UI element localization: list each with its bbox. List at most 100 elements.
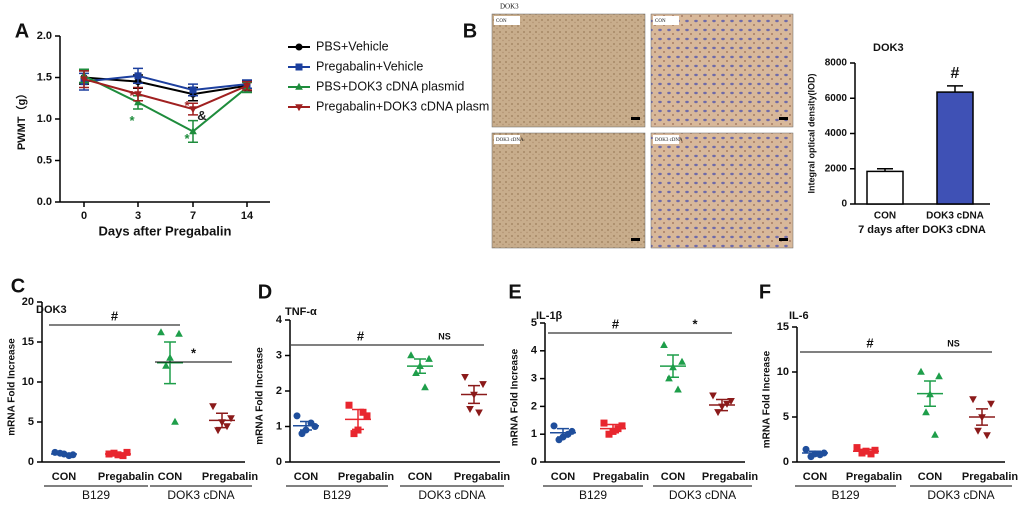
significance-label: # [111, 308, 119, 323]
point [709, 392, 717, 400]
annotation: * [184, 131, 190, 146]
legend-marker [295, 43, 303, 51]
y-tick-label: 10 [22, 376, 34, 388]
panel-label: D [258, 281, 272, 303]
micrograph [491, 13, 646, 128]
error-bar [877, 168, 893, 172]
point [466, 405, 474, 413]
point [727, 398, 735, 406]
panel-label: C [11, 275, 25, 297]
bar [936, 91, 974, 205]
y-tick-label: 3 [276, 349, 282, 361]
point [293, 412, 301, 420]
point [80, 76, 88, 84]
micrograph-label: CON [655, 19, 666, 24]
x-tick-label: CON [803, 471, 828, 483]
x-tick-label: Pregabalin [454, 471, 511, 483]
y-axis-label: mRNA Fold Increase [255, 347, 266, 445]
x-tick-label: 7 [190, 210, 196, 222]
point [871, 446, 879, 454]
point [678, 357, 686, 365]
group-label: DOK3 cDNA [167, 488, 234, 502]
point [931, 430, 939, 438]
point [974, 427, 982, 435]
point [175, 329, 183, 337]
chart-title: IL-6 [789, 310, 809, 322]
x-tick-label: CON [874, 211, 896, 222]
sem-bar [976, 408, 988, 426]
point [600, 419, 608, 427]
y-tick-label: 0 [531, 456, 537, 468]
y-tick-label: 4 [531, 345, 538, 357]
scale-bar [779, 238, 788, 241]
sem-bar [860, 448, 872, 454]
y-tick-label: 4000 [825, 128, 848, 139]
y-tick-label: 0 [28, 456, 34, 468]
point [359, 408, 367, 416]
significance-label: NS [438, 331, 451, 341]
y-axis-label: PWMT（g） [15, 88, 28, 150]
bar [866, 170, 904, 205]
group-label: B129 [323, 488, 351, 502]
point [987, 400, 995, 408]
x-tick-label: CON [551, 471, 576, 483]
y-tick-label: 8000 [825, 58, 848, 69]
series-line [83, 74, 248, 133]
point [867, 450, 875, 458]
y-tick-label: 20 [22, 296, 34, 308]
point [189, 86, 197, 94]
y-tick-label: 5 [28, 416, 34, 428]
label-box [494, 135, 520, 144]
point [223, 423, 231, 431]
point [555, 436, 563, 444]
x-tick-label: 0 [81, 210, 87, 222]
point [189, 127, 197, 135]
sem-bar [216, 412, 228, 429]
x-axis-label: Days after Pregabalin [99, 223, 232, 238]
x-tick-label: CON [918, 471, 943, 483]
y-axis-label: mRNA Fold Increase [510, 348, 521, 446]
micrograph [650, 13, 794, 128]
significance-label: # [357, 328, 365, 343]
x-tick-label: CON [52, 471, 77, 483]
point [935, 372, 943, 380]
point [162, 361, 170, 369]
y-axis-label: mRNA Fold Increase [7, 338, 18, 436]
x-tick-label: Pregabalin [846, 471, 903, 483]
x-tick-label: DOK3 cDNA [926, 211, 984, 222]
point [157, 328, 165, 336]
group-label: DOK3 cDNA [927, 488, 994, 502]
sem-bar [716, 398, 728, 412]
point [134, 72, 142, 80]
point [461, 374, 469, 381]
label-box [653, 135, 679, 144]
point [479, 381, 487, 389]
point [209, 403, 217, 411]
x-tick-label: CON [661, 471, 686, 483]
y-tick-label: 2 [531, 400, 537, 412]
annotation: * [129, 88, 135, 103]
y-tick-label: 0.5 [37, 154, 52, 166]
series-line [83, 78, 248, 111]
y-tick-label: 0 [276, 456, 282, 468]
y-tick-label: 1 [276, 420, 282, 432]
chart-title: IL-1β [536, 310, 563, 322]
series-line [83, 74, 248, 91]
point [171, 417, 179, 425]
panel-label: F [759, 281, 771, 303]
group-label: DOK3 cDNA [669, 488, 736, 502]
y-tick-label: 1.5 [37, 71, 52, 83]
point [802, 445, 810, 453]
sem-bar [352, 408, 364, 431]
y-tick-label: 2 [276, 385, 282, 397]
sem-bar [924, 380, 936, 407]
point [983, 432, 991, 440]
legend-marker [295, 104, 303, 112]
legend-marker [295, 63, 303, 71]
micrograph-title: DOK3 [500, 3, 519, 11]
significance-label: * [191, 345, 197, 360]
sem-bar [667, 354, 679, 378]
micrograph-label: DOK3 cDNA [655, 138, 683, 143]
point [214, 427, 222, 435]
